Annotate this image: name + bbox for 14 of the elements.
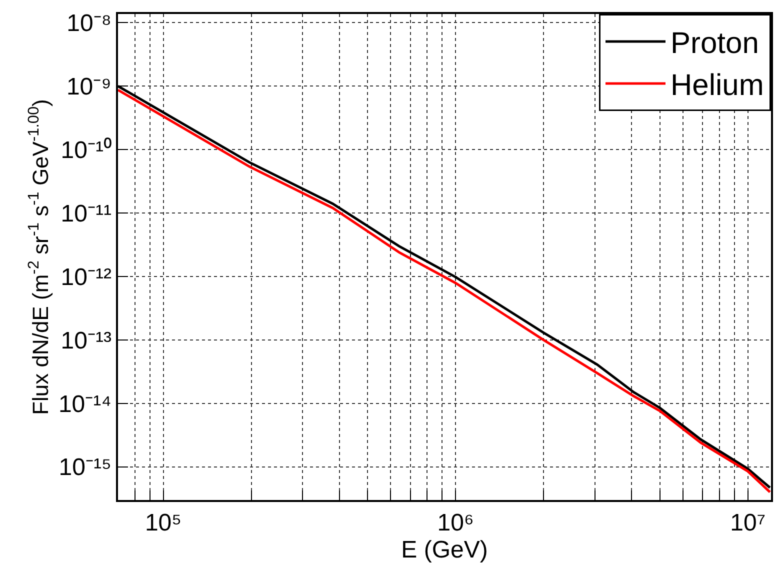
legend-label: Proton xyxy=(670,27,759,60)
y-tick-label: 10⁻⁹ xyxy=(66,74,112,101)
x-axis-title: E (GeV) xyxy=(401,536,488,564)
y-tick-label: 10⁻¹⁴ xyxy=(58,390,112,418)
y-tick-label: 10⁻¹³ xyxy=(60,327,112,354)
x-tick-label: 10⁶ xyxy=(437,510,474,537)
legend-label: Helium xyxy=(670,69,764,102)
x-tick-label: 10⁵ xyxy=(144,510,182,537)
y-tick-label: 10⁻¹¹ xyxy=(60,200,112,228)
y-tick-label: 10⁻¹⁰ xyxy=(60,136,112,164)
y-tick-label: 10⁻⁸ xyxy=(66,10,112,38)
y-tick-label: 10⁻¹⁵ xyxy=(58,454,112,482)
y-tick-label: 10⁻¹² xyxy=(60,264,112,291)
x-tick-label: 10⁷ xyxy=(730,510,766,537)
